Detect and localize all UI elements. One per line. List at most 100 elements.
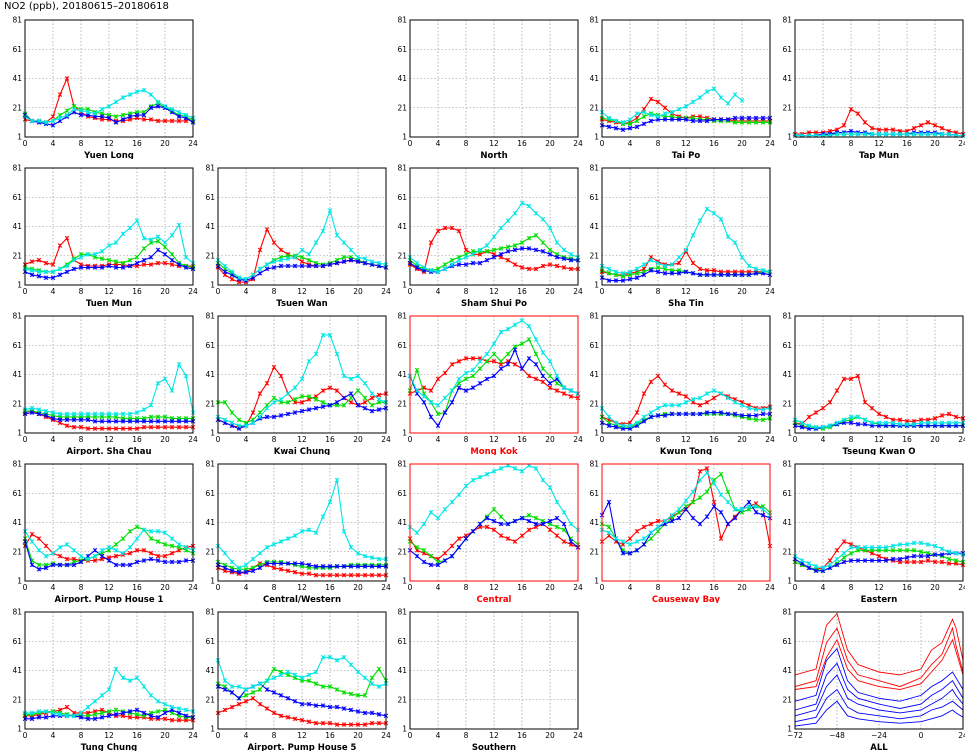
- chart-title: Eastern: [861, 595, 898, 603]
- data-point-red: [547, 527, 553, 533]
- y-tick-label: 21: [12, 547, 22, 556]
- data-point-cyan: [414, 530, 420, 536]
- x-tick-label: 12: [874, 139, 884, 148]
- y-tick-label: 21: [782, 695, 792, 704]
- data-point-blue: [477, 521, 483, 527]
- data-point-red: [369, 395, 375, 401]
- x-tick-label: 8: [849, 583, 854, 592]
- data-point-cyan: [320, 514, 326, 519]
- data-point-cyan: [799, 420, 805, 426]
- data-point-blue: [36, 411, 42, 417]
- data-point-green: [113, 542, 119, 547]
- data-point-cyan: [148, 528, 154, 534]
- data-point-blue: [176, 262, 182, 267]
- x-tick-label: 20: [545, 435, 555, 444]
- data-point-cyan: [519, 200, 525, 206]
- data-point-cyan: [250, 684, 256, 689]
- data-point-blue: [883, 558, 889, 563]
- data-point-blue: [683, 411, 689, 417]
- data-point-red: [711, 499, 717, 505]
- x-tick-label: 16: [902, 583, 912, 592]
- x-tick-label: 20: [353, 287, 363, 296]
- data-point-blue: [690, 411, 696, 417]
- chart-central: 0 4 8 12 16 20 24 1 21 41 61 81 Central: [397, 460, 583, 604]
- data-point-green: [491, 351, 497, 357]
- data-point-cyan: [327, 499, 333, 505]
- data-point-red: [50, 114, 56, 119]
- data-point-cyan: [299, 376, 305, 382]
- data-point-cyan: [526, 203, 532, 209]
- data-point-cyan: [676, 254, 682, 260]
- chart-eastern: 0 4 8 12 16 20 24 1 21 41 61 81 Eastern: [782, 460, 965, 603]
- x-tick-label: 16: [902, 139, 912, 148]
- data-point-blue: [78, 112, 84, 118]
- x-tick-label: 12: [297, 583, 307, 592]
- data-point-blue: [519, 515, 525, 521]
- data-point-red: [369, 720, 375, 726]
- x-tick-label: 20: [545, 583, 555, 592]
- x-tick-label: 16: [132, 731, 142, 740]
- y-tick-label: 41: [205, 370, 215, 379]
- data-point-red: [334, 722, 340, 727]
- data-point-blue: [533, 521, 539, 527]
- data-point-blue: [85, 716, 91, 722]
- data-point-cyan: [620, 423, 626, 429]
- data-point-red: [697, 468, 703, 474]
- data-point-blue: [704, 410, 710, 415]
- data-point-green: [127, 528, 133, 534]
- data-point-green: [911, 547, 917, 553]
- data-point-cyan: [348, 376, 354, 382]
- data-point-blue: [725, 521, 731, 527]
- data-point-green: [306, 394, 312, 399]
- data-point-blue: [222, 565, 228, 571]
- data-point-red: [162, 260, 168, 266]
- data-point-green: [369, 402, 375, 408]
- data-point-cyan: [505, 326, 511, 332]
- data-point-blue: [334, 564, 340, 569]
- data-point-blue: [641, 542, 647, 547]
- data-point-blue: [655, 413, 661, 418]
- data-point-blue: [127, 263, 133, 269]
- data-point-blue: [711, 410, 717, 415]
- y-tick-label: 81: [589, 164, 599, 173]
- plot-frame: [601, 315, 771, 434]
- data-point-blue: [299, 408, 305, 414]
- data-point-cyan: [606, 414, 612, 420]
- data-point-blue: [498, 521, 504, 527]
- data-point-red: [320, 572, 326, 578]
- data-point-green: [334, 687, 340, 692]
- data-point-cyan: [540, 477, 546, 483]
- data-point-red: [113, 426, 119, 431]
- data-point-blue: [50, 416, 56, 421]
- data-point-cyan: [222, 263, 228, 269]
- data-point-blue: [78, 559, 84, 565]
- data-point-cyan: [669, 402, 675, 408]
- data-point-green: [547, 373, 553, 379]
- x-tick-label: 12: [874, 435, 884, 444]
- data-point-cyan: [463, 483, 469, 489]
- data-point-cyan: [250, 420, 256, 426]
- data-point-blue: [341, 706, 347, 711]
- data-point-blue: [113, 120, 119, 125]
- data-point-blue: [491, 254, 497, 260]
- data-point-blue: [627, 125, 633, 131]
- data-point-green: [904, 547, 910, 553]
- data-point-cyan: [36, 269, 42, 275]
- data-point-green: [477, 366, 483, 371]
- y-tick-label: 21: [12, 103, 22, 112]
- data-point-green: [299, 254, 305, 260]
- data-point-blue: [320, 263, 326, 269]
- data-point-red: [29, 531, 35, 537]
- data-point-cyan: [918, 420, 924, 426]
- data-point-cyan: [85, 109, 91, 115]
- data-point-red: [911, 125, 917, 131]
- data-point-blue: [64, 562, 70, 568]
- data-point-red: [512, 262, 518, 267]
- data-point-red: [855, 373, 861, 379]
- chart-title: Kwai Chung: [274, 447, 331, 455]
- data-point-cyan: [264, 405, 270, 411]
- data-point-cyan: [442, 507, 448, 512]
- data-point-blue: [292, 410, 298, 415]
- y-tick-label: 41: [782, 74, 792, 83]
- data-point-blue: [421, 559, 427, 565]
